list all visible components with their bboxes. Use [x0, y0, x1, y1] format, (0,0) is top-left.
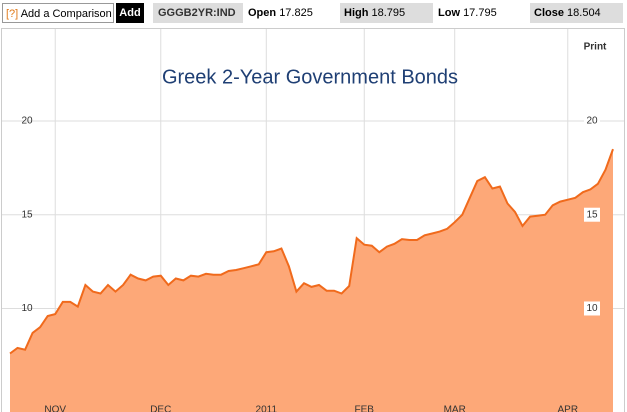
compare-label[interactable]: Add a Comparison [20, 8, 112, 20]
high-label: High [344, 7, 369, 19]
y-tick-label: 20 [21, 116, 33, 127]
area-fill [10, 149, 613, 412]
x-tick-label: APR [557, 405, 578, 412]
compare-box[interactable]: [?] Add a Comparison [2, 3, 114, 23]
y-tick-label: 10 [21, 303, 33, 314]
print-button[interactable]: Print [584, 42, 607, 53]
x-tick-label: FEB [355, 405, 375, 412]
x-tick-label: NOV [44, 405, 66, 412]
low-value: 17.795 [463, 7, 497, 19]
y-label-box [584, 207, 600, 222]
y-label-box [584, 301, 600, 316]
y-tick-label-right: 10 [586, 303, 598, 314]
chart-title: Greek 2-Year Government Bonds [162, 66, 458, 88]
open-label: Open [248, 7, 277, 19]
low-label: Low [438, 7, 460, 19]
ticker: GGGB2YR:IND [153, 3, 243, 23]
chart-frame [1, 28, 625, 412]
high-value: 18.795 [371, 7, 406, 19]
open-field: Open 17.825 [248, 3, 334, 23]
y-tick-label: 15 [21, 209, 33, 220]
add-button[interactable]: Add [116, 3, 144, 23]
x-tick-label: MAR [444, 405, 466, 412]
y-tick-label-right: 20 [586, 116, 598, 127]
x-tick-label: 2011 [256, 405, 278, 412]
price-line [9, 148, 614, 355]
x-tick-label: DEC [150, 405, 171, 412]
y-label-box [584, 113, 600, 128]
help-icon[interactable]: [?] [6, 8, 19, 20]
y-tick-label-right: 15 [586, 209, 598, 220]
open-value: 17.825 [279, 7, 313, 19]
high-field: High 18.795 [340, 3, 433, 23]
close-value: 18.504 [567, 7, 601, 19]
low-field: Low 17.795 [438, 3, 524, 23]
close-label: Close [534, 7, 564, 19]
close-field: Close 18.504 [530, 3, 623, 23]
